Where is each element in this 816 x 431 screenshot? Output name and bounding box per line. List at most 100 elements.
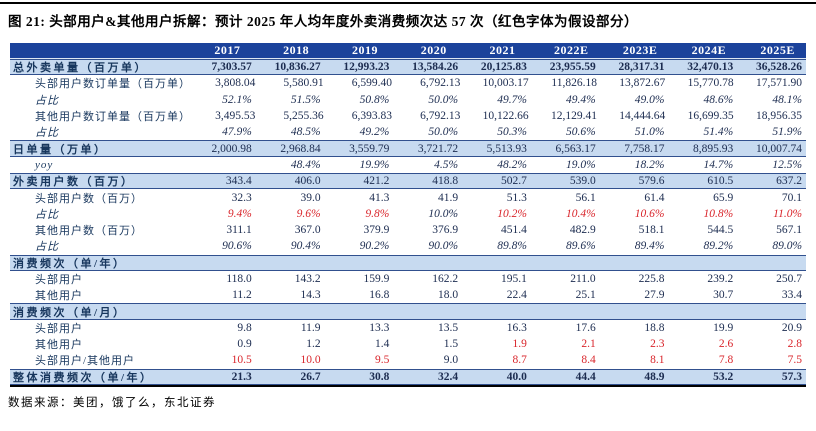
cell-value: 10.2% xyxy=(497,207,527,220)
cell-value: 3,808.04 xyxy=(215,77,256,90)
top-divider xyxy=(0,2,816,4)
cell-value: 17.6 xyxy=(575,321,596,334)
cell-value: 30.7 xyxy=(713,289,734,302)
cell-value: 48.1% xyxy=(772,93,803,106)
cell-value: 10.8% xyxy=(703,207,734,220)
cell-value: 57.3 xyxy=(781,370,803,383)
row-label: 占比 xyxy=(35,94,59,107)
column-header: 2022E xyxy=(554,43,589,57)
cell-value: 421.2 xyxy=(363,175,390,188)
column-header: 2021 xyxy=(489,43,516,57)
row-label: 占比 xyxy=(35,241,59,254)
cell-value: 28,317.31 xyxy=(618,61,665,74)
cell-value: 89.0% xyxy=(772,240,803,253)
cell-value: 18.8 xyxy=(644,321,665,334)
cell-value: 4.5% xyxy=(434,158,459,171)
cell-value: 6,563.17 xyxy=(555,142,596,155)
cell-value: 9.5 xyxy=(374,354,390,367)
cell-value: 89.6% xyxy=(565,240,596,253)
cell-value: 48.9 xyxy=(644,370,665,383)
cell-value: 195.1 xyxy=(501,273,527,285)
cell-value: 18,956.35 xyxy=(755,110,802,123)
cell-value: 1.4 xyxy=(374,338,390,351)
cell-value: 7,758.17 xyxy=(624,142,665,155)
cell-value: 50.8% xyxy=(359,93,390,106)
row-label: 占比 xyxy=(35,208,59,221)
cell-value: 118.0 xyxy=(226,273,252,285)
cell-value: 5,580.91 xyxy=(283,77,324,90)
row-label: 占比 xyxy=(35,127,59,140)
cell-value: 9.4% xyxy=(227,207,252,220)
cell-value: 10.4% xyxy=(565,207,596,220)
cell-value: 8.7 xyxy=(512,354,527,367)
data-source-note: 数据来源：美团，饿了么，东北证券 xyxy=(8,396,216,409)
cell-value: 2.8 xyxy=(787,338,803,351)
cell-value: 6,393.83 xyxy=(351,110,392,123)
cell-value: 343.4 xyxy=(225,175,252,188)
cell-value: 40.0 xyxy=(506,370,527,383)
cell-value: 26.7 xyxy=(300,370,321,383)
cell-value: 518.1 xyxy=(638,224,665,237)
table-row: 头部用户/其他用户 10.5 10.0 9.5 9.0 8.7 8.4 8.1 7.8 7.5 xyxy=(10,352,806,368)
cell-value: 10,836.27 xyxy=(274,61,321,74)
cell-value: 22.4 xyxy=(506,289,527,302)
cell-value: 49.7% xyxy=(497,93,527,106)
cell-value: 16,699.35 xyxy=(687,110,734,123)
cell-value: 90.2% xyxy=(359,240,390,253)
cell-value: 9.0 xyxy=(443,354,459,367)
column-header: 2017 xyxy=(214,43,241,57)
cell-value: 16.8 xyxy=(369,289,390,302)
cell-value: 3,721.72 xyxy=(417,142,459,155)
cell-value: 41.3 xyxy=(369,191,390,204)
cell-value: 7,303.57 xyxy=(211,61,252,74)
table-row: 消费频次（单/月） xyxy=(10,303,806,320)
cell-value: 48.5% xyxy=(290,126,321,139)
cell-value: 11.9 xyxy=(300,321,321,334)
cell-value: 0.9 xyxy=(237,338,252,351)
cell-value: 6,792.13 xyxy=(420,110,461,123)
cell-value: 48.2% xyxy=(497,158,527,171)
table-row: 占比 47.9% 48.5% 49.2% 50.0% 50.3% 50.6% 51.0% 51.… xyxy=(10,124,806,140)
cell-value: 89.4% xyxy=(634,240,665,253)
cell-value: 544.5 xyxy=(707,224,734,237)
column-header: 2018 xyxy=(283,43,310,57)
row-label: 头部用户数（百万） xyxy=(35,192,143,205)
cell-value: 33.4 xyxy=(781,289,803,302)
cell-value: 51.9% xyxy=(772,126,803,139)
report-page: 图 21: 头部用户&其他用户拆解：预计 2025 年人均年度外卖消费频次达 5… xyxy=(0,2,816,411)
cell-value: 30.8 xyxy=(369,370,390,383)
cell-value: 12,993.23 xyxy=(343,61,390,74)
table-row: 占比 9.4% 9.6% 9.8% 10.0% 10.2% 10.4% 10.6% 10.8% 1… xyxy=(10,206,806,222)
cell-value: 11,826.18 xyxy=(551,77,597,90)
cell-value: 8.4 xyxy=(581,354,596,367)
cell-value: 41.9 xyxy=(438,191,459,204)
cell-value: 502.7 xyxy=(501,175,527,188)
cell-value: 13.3 xyxy=(369,321,390,334)
cell-value: 2,968.84 xyxy=(280,142,321,155)
cell-value: 7.8 xyxy=(718,354,734,367)
table-row: 其他用户数（百万） 311.1 367.0 379.9 376.9 451.4 482.9 5… xyxy=(10,222,806,238)
table-row: 日单量（万单） 2,000.98 2,968.84 3,559.79 3,721.72 5… xyxy=(10,140,806,157)
cell-value: 6,792.13 xyxy=(420,77,461,90)
cell-value: 10.5 xyxy=(231,354,252,367)
cell-value: 14.7% xyxy=(703,158,734,171)
table-row: 消费频次（单/年） xyxy=(10,254,806,271)
cell-value: 51.4% xyxy=(703,126,734,139)
cell-value: 90.6% xyxy=(222,240,252,253)
cell-value: 6,599.40 xyxy=(351,77,392,90)
cell-value: 89.8% xyxy=(497,240,527,253)
table-row: 占比 52.1% 51.5% 50.8% 50.0% 49.7% 49.4% 49.0% 48.… xyxy=(10,92,806,108)
cell-value: 2.6 xyxy=(718,338,734,351)
cell-value: 12.5% xyxy=(772,158,803,171)
cell-value: 376.9 xyxy=(432,224,459,237)
cell-value: 53.2 xyxy=(713,370,734,383)
cell-value: 23,955.59 xyxy=(549,61,596,74)
row-label: 头部用户 xyxy=(35,274,83,286)
cell-value: 50.0% xyxy=(428,93,459,106)
cell-value: 32.3 xyxy=(231,191,252,204)
cell-value: 50.0% xyxy=(428,126,459,139)
cell-value: 418.8 xyxy=(432,175,459,188)
cell-value: 70.1 xyxy=(781,191,803,204)
cell-value: 539.0 xyxy=(569,175,596,188)
row-label: 消费频次（单/年） xyxy=(13,257,127,270)
